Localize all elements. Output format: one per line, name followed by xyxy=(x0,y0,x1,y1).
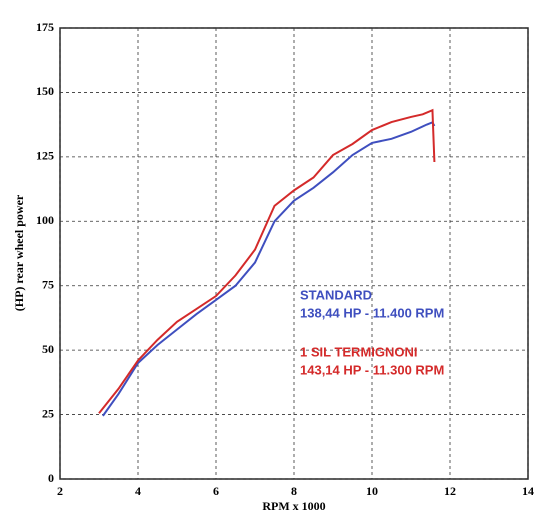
y-tick-label: 125 xyxy=(36,149,54,163)
y-tick-label: 150 xyxy=(36,84,54,98)
y-axis-label: (HP) rear wheel power xyxy=(12,194,26,311)
x-tick-label: 4 xyxy=(135,484,141,498)
series-line xyxy=(102,121,436,417)
y-tick-label: 0 xyxy=(48,471,54,485)
series-line xyxy=(98,108,436,414)
annotation: 143,14 HP - 11.300 RPM xyxy=(300,362,444,377)
y-tick-label: 25 xyxy=(42,406,54,420)
y-tick-label: 50 xyxy=(42,342,54,356)
plot-frame xyxy=(59,27,529,480)
y-tick-label: 100 xyxy=(36,213,54,227)
legend-label: STANDARD xyxy=(300,287,372,302)
x-axis-label: RPM x 1000 xyxy=(262,499,325,513)
x-tick-label: 10 xyxy=(366,484,378,498)
y-tick-label: 175 xyxy=(36,20,54,34)
annotation: 138,44 HP - 11.400 RPM xyxy=(300,305,444,320)
x-tick-label: 6 xyxy=(213,484,219,498)
x-tick-label: 2 xyxy=(57,484,63,498)
x-tick-label: 8 xyxy=(291,484,297,498)
legend-label: 1 SIL TERMIGNONI xyxy=(300,344,418,359)
x-tick-label: 14 xyxy=(522,484,534,498)
x-tick-label: 12 xyxy=(444,484,456,498)
y-tick-label: 75 xyxy=(42,277,54,291)
